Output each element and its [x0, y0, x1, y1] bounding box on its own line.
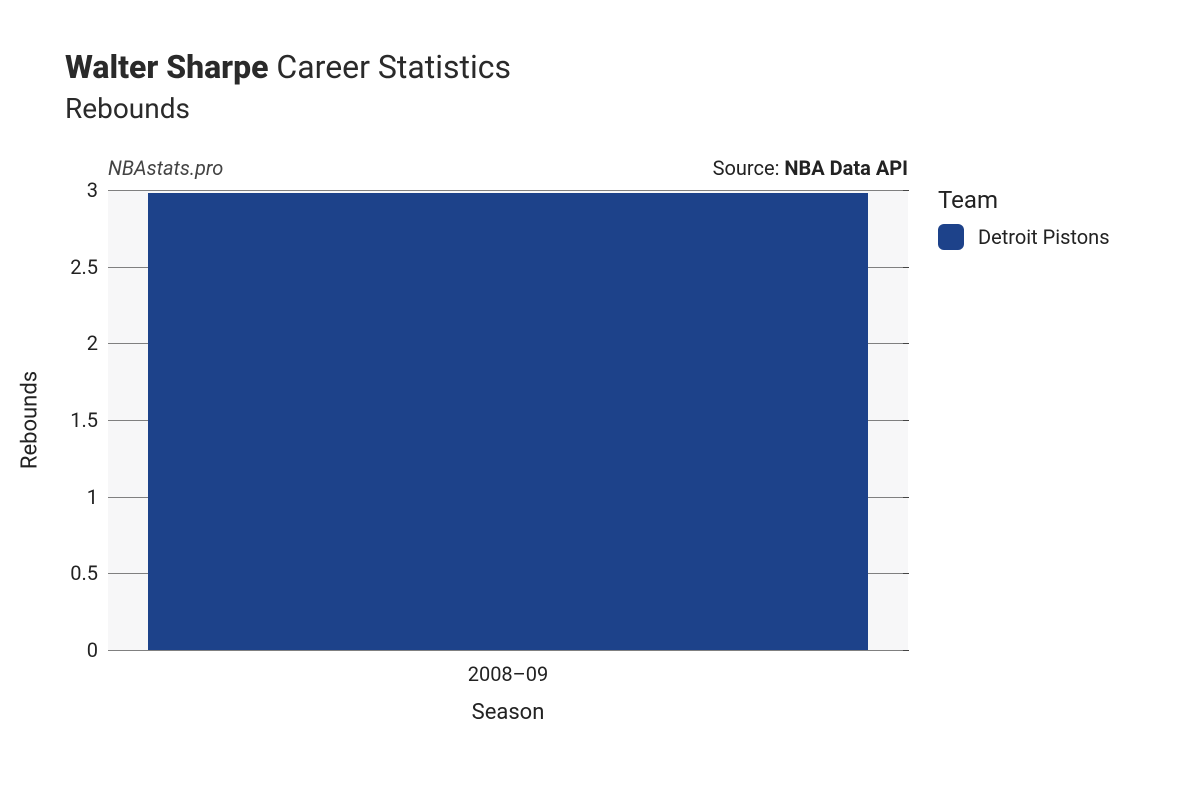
- chart-title-block: Walter Sharpe Career Statistics Rebounds: [65, 48, 511, 125]
- stats-chart-container: Walter Sharpe Career Statistics Rebounds…: [0, 0, 1200, 800]
- attribution-text: NBAstats.pro: [108, 156, 223, 180]
- bar: [148, 193, 868, 650]
- y-tick-label: 2: [87, 331, 108, 355]
- chart-legend: Team Detroit Pistons: [938, 186, 1110, 250]
- source-text: Source: NBA Data API: [713, 156, 908, 180]
- legend-title: Team: [938, 186, 1110, 214]
- source-value: NBA Data API: [784, 156, 908, 180]
- y-tick-mark: [903, 343, 909, 344]
- y-tick-mark: [903, 420, 909, 421]
- y-tick-label: 0: [87, 638, 108, 662]
- legend-item-label: Detroit Pistons: [978, 225, 1110, 249]
- y-tick-label: 1.5: [70, 408, 108, 432]
- y-tick-mark: [903, 497, 909, 498]
- source-label: Source:: [713, 156, 785, 180]
- title-player-name: Walter Sharpe: [65, 48, 268, 86]
- title-suffix: Career Statistics: [276, 48, 511, 86]
- y-tick-label: 0.5: [70, 561, 108, 585]
- legend-item: Detroit Pistons: [938, 224, 1110, 250]
- chart-subtitle: Rebounds: [65, 92, 511, 125]
- y-tick-mark: [903, 190, 909, 191]
- y-tick-label: 1: [87, 485, 108, 509]
- x-tick-label: 2008–09: [468, 650, 549, 686]
- chart-plot-area: 00.511.522.532008–09: [108, 190, 908, 650]
- y-tick-label: 2.5: [70, 255, 108, 279]
- y-tick-mark: [903, 650, 909, 651]
- y-tick-mark: [903, 573, 909, 574]
- y-axis-label: Rebounds: [18, 371, 43, 469]
- legend-swatch: [938, 224, 964, 250]
- x-axis-label: Season: [472, 700, 545, 725]
- y-tick-mark: [903, 267, 909, 268]
- gridline: [108, 190, 908, 191]
- y-tick-label: 3: [87, 178, 108, 202]
- chart-title-line1: Walter Sharpe Career Statistics: [65, 48, 511, 86]
